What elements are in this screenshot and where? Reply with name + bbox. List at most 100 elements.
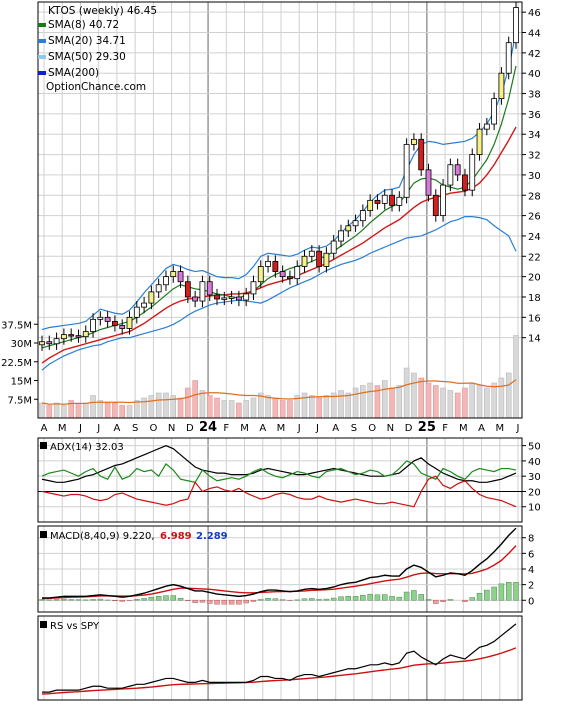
macd-histogram-bar: [215, 600, 220, 604]
macd-histogram-bar: [163, 596, 168, 601]
candle-body: [280, 272, 285, 277]
volume-bar: [229, 401, 234, 419]
price-y-tick-label: 28: [528, 191, 541, 202]
macd-histogram-bar: [462, 600, 467, 601]
volume-bar: [411, 373, 416, 418]
volume-bar: [368, 383, 373, 418]
x-axis-label: S: [132, 423, 138, 434]
volume-y-tick-label: 30M: [11, 339, 32, 350]
candle-body: [105, 317, 110, 321]
price-chart-title: KTOS (weekly) 46.45: [48, 5, 157, 17]
candle-body: [61, 335, 66, 339]
volume-bar: [251, 398, 256, 418]
volume-bar: [514, 336, 519, 419]
macd-histogram-bar: [120, 600, 125, 601]
candle-body: [470, 155, 475, 191]
candle-body: [484, 124, 489, 129]
candle-body: [411, 139, 416, 144]
volume-bar: [61, 406, 66, 419]
legend-label: SMA(8) 40.72: [48, 19, 119, 31]
x-axis-label: M: [58, 423, 67, 434]
candle-body: [499, 73, 504, 98]
volume-bar: [127, 406, 132, 419]
price-y-tick-label: 42: [528, 49, 541, 60]
volume-bar: [47, 406, 52, 419]
x-axis-label: N: [168, 423, 175, 434]
candle-body: [127, 317, 132, 328]
x-axis-label: A: [259, 423, 266, 434]
candle-body: [207, 282, 212, 295]
candle-body: [112, 321, 117, 325]
candle-body: [309, 251, 314, 256]
volume-bar: [149, 396, 154, 419]
volume-bar: [244, 401, 249, 419]
candle-body: [251, 282, 256, 294]
volume-bar: [506, 373, 511, 418]
candle-body: [295, 266, 300, 278]
candle-body: [514, 8, 519, 43]
macd-histogram-bar: [477, 593, 482, 600]
volume-bar: [426, 383, 431, 418]
volume-bar: [83, 403, 88, 418]
volume-bar: [338, 391, 343, 419]
macd-histogram-bar: [331, 598, 336, 600]
adx-y-tick-label: 30: [528, 472, 541, 483]
candle-body: [185, 282, 190, 297]
candle-body: [368, 200, 373, 210]
volume-bar: [266, 396, 271, 419]
x-axis-label: M: [277, 423, 286, 434]
candle-body: [419, 139, 424, 170]
x-axis-label: J: [315, 423, 319, 434]
candle-body: [302, 256, 307, 266]
candle-body: [346, 226, 351, 231]
legend-label: SMA(200): [48, 67, 99, 79]
macd-histogram-bar: [171, 596, 176, 601]
candle-body: [273, 261, 278, 271]
candle-body: [171, 272, 176, 277]
legend-label: SMA(50) 29.30: [48, 51, 126, 63]
macd-histogram-bar: [317, 599, 322, 600]
volume-bar: [390, 388, 395, 418]
candle-body: [506, 43, 511, 74]
volume-bar: [404, 368, 409, 418]
volume-bar: [448, 391, 453, 419]
x-axis-label: S: [351, 423, 357, 434]
adx-legend-swatch: [40, 442, 47, 449]
candle-body: [134, 307, 139, 317]
price-y-tick-label: 24: [528, 232, 541, 243]
price-y-tick-label: 14: [528, 334, 541, 345]
macd-histogram-bar: [484, 590, 489, 600]
candle-body: [426, 170, 431, 195]
volume-bar: [222, 401, 227, 419]
x-axis-label: J: [96, 423, 100, 434]
x-axis-label: M: [459, 423, 468, 434]
macd-histogram-bar: [244, 600, 249, 603]
volume-bar: [76, 403, 81, 418]
macd-histogram-bar: [368, 594, 373, 600]
volume-bar: [236, 403, 241, 418]
macd-histogram-bar: [91, 599, 96, 600]
candle-body: [338, 231, 343, 241]
rs-panel-frame: [38, 616, 522, 700]
x-axis-label: 25: [418, 420, 436, 435]
macd-histogram-bar: [273, 599, 278, 601]
macd-histogram-bar: [229, 600, 234, 604]
candle-body: [266, 261, 271, 266]
macd-histogram-bar: [193, 600, 198, 602]
x-axis-label: N: [387, 423, 394, 434]
volume-bar: [105, 403, 110, 418]
x-axis-label: A: [41, 423, 48, 434]
macd-signal-value: 6.989: [160, 531, 192, 542]
candle-body: [193, 297, 198, 301]
candle-body: [200, 282, 205, 301]
candle-body: [178, 272, 183, 282]
macd-histogram-bar: [360, 595, 365, 600]
macd-histogram-bar: [222, 600, 227, 604]
candle-body: [69, 335, 74, 337]
candle-body: [120, 325, 125, 328]
macd-histogram-bar: [258, 599, 263, 600]
candle-body: [83, 332, 88, 337]
volume-bar: [309, 396, 314, 419]
volume-bar: [185, 388, 190, 418]
volume-bar: [470, 383, 475, 418]
